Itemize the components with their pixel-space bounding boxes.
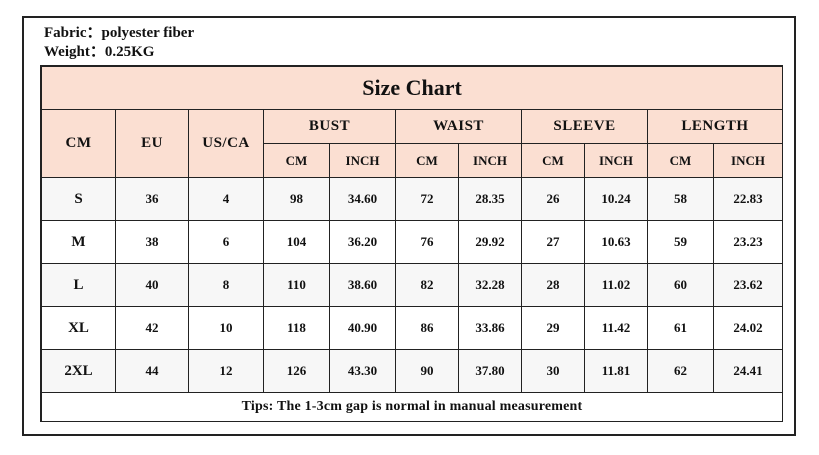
weight-label: Weight：0.25KG <box>44 44 155 60</box>
subheader-bust-inch: INCH <box>329 143 396 178</box>
subheader-sleeve-inch: INCH <box>584 143 648 178</box>
subheader-length-inch: INCH <box>712 143 784 178</box>
table-cell: 28 <box>521 263 585 307</box>
table-row: L 40 8 110 38.60 82 32.28 28 11.02 60 23… <box>41 263 784 307</box>
table-cell: 24.02 <box>712 306 784 350</box>
table-cell: 36 <box>115 177 189 221</box>
table-cell: 38 <box>115 220 189 264</box>
table-cell: 72 <box>395 177 459 221</box>
table-cell: 22.83 <box>712 177 784 221</box>
size-cell: 2XL <box>41 349 116 393</box>
table-cell: 61 <box>647 306 714 350</box>
size-chart-table: Size Chart CM EU US/CA BUST WAIST SLEEVE… <box>40 66 784 422</box>
table-cell: 58 <box>647 177 714 221</box>
size-cell: M <box>41 220 116 264</box>
subheader-waist-cm: CM <box>395 143 459 178</box>
table-cell: 60 <box>647 263 714 307</box>
table-cell: 43.30 <box>329 349 396 393</box>
table-row: XL 42 10 118 40.90 86 33.86 29 11.42 61 … <box>41 306 784 350</box>
table-cell: 10 <box>188 306 264 350</box>
table-cell: 6 <box>188 220 264 264</box>
chart-title: Size Chart <box>40 66 784 110</box>
subheader-length-cm: CM <box>647 143 714 178</box>
header-waist: WAIST <box>395 109 522 144</box>
header-cm: CM <box>41 109 116 178</box>
header-sleeve: SLEEVE <box>521 109 648 144</box>
size-cell: XL <box>41 306 116 350</box>
table-cell: 10.24 <box>584 177 648 221</box>
table-cell: 23.62 <box>712 263 784 307</box>
table-cell: 98 <box>263 177 330 221</box>
table-cell: 90 <box>395 349 459 393</box>
header-us-ca: US/CA <box>188 109 264 178</box>
subheader-waist-inch: INCH <box>458 143 522 178</box>
table-cell: 10.63 <box>584 220 648 264</box>
tips-note: Tips: The 1-3cm gap is normal in manual … <box>40 392 784 422</box>
size-chart-sheet: Size Chart CM EU US/CA BUST WAIST SLEEVE… <box>40 65 784 422</box>
table-cell: 23.23 <box>712 220 784 264</box>
table-cell: 11.02 <box>584 263 648 307</box>
table-cell: 76 <box>395 220 459 264</box>
table-cell: 42 <box>115 306 189 350</box>
table-cell: 11.42 <box>584 306 648 350</box>
table-cell: 30 <box>521 349 585 393</box>
subheader-bust-cm: CM <box>263 143 330 178</box>
table-cell: 86 <box>395 306 459 350</box>
table-cell: 36.20 <box>329 220 396 264</box>
table-cell: 28.35 <box>458 177 522 221</box>
table-cell: 33.86 <box>458 306 522 350</box>
table-cell: 26 <box>521 177 585 221</box>
size-cell: L <box>41 263 116 307</box>
table-cell: 59 <box>647 220 714 264</box>
header-eu: EU <box>115 109 189 178</box>
table-cell: 40 <box>115 263 189 307</box>
table-cell: 37.80 <box>458 349 522 393</box>
table-cell: 11.81 <box>584 349 648 393</box>
header-length: LENGTH <box>646 109 784 144</box>
table-cell: 27 <box>521 220 585 264</box>
table-cell: 29 <box>521 306 585 350</box>
table-cell: 4 <box>188 177 264 221</box>
size-cell: S <box>41 177 116 221</box>
table-cell: 29.92 <box>458 220 522 264</box>
table-cell: 8 <box>188 263 264 307</box>
subheader-sleeve-cm: CM <box>521 143 585 178</box>
table-cell: 110 <box>263 263 330 307</box>
table-row: M 38 6 104 36.20 76 29.92 27 10.63 59 23… <box>41 220 784 264</box>
header-bust: BUST <box>263 109 396 144</box>
size-chart-frame: Fabric：polyester fiber Weight：0.25KG Siz… <box>22 16 796 436</box>
table-cell: 24.41 <box>712 349 784 393</box>
table-cell: 62 <box>647 349 714 393</box>
table-cell: 12 <box>188 349 264 393</box>
table-cell: 38.60 <box>329 263 396 307</box>
table-cell: 40.90 <box>329 306 396 350</box>
table-cell: 32.28 <box>458 263 522 307</box>
table-cell: 104 <box>263 220 330 264</box>
fabric-label: Fabric：polyester fiber <box>44 25 195 41</box>
table-row: S 36 4 98 34.60 72 28.35 26 10.24 58 22.… <box>41 177 784 221</box>
table-cell: 82 <box>395 263 459 307</box>
table-row: 2XL 44 12 126 43.30 90 37.80 30 11.81 62… <box>41 349 784 393</box>
table-cell: 34.60 <box>329 177 396 221</box>
table-cell: 118 <box>263 306 330 350</box>
table-cell: 126 <box>263 349 330 393</box>
table-cell: 44 <box>115 349 189 393</box>
